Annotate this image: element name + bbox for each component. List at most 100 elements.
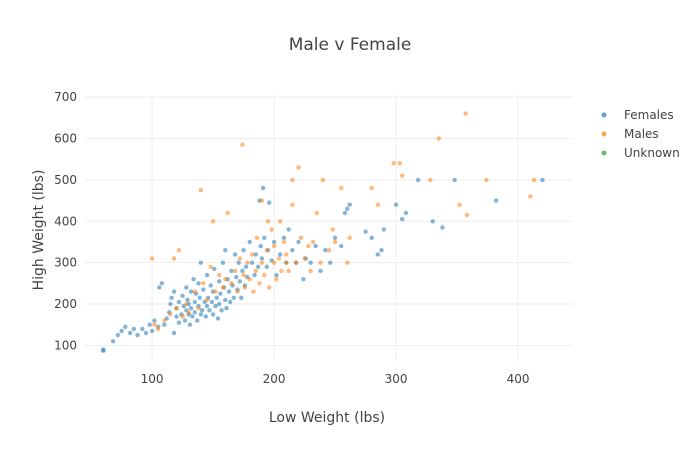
data-point xyxy=(203,314,208,319)
data-point xyxy=(347,235,352,240)
data-point xyxy=(540,177,545,183)
legend-marker xyxy=(601,150,607,156)
data-point xyxy=(269,227,274,232)
data-point xyxy=(339,185,344,191)
data-point xyxy=(157,285,162,290)
data-point xyxy=(159,281,165,286)
data-point xyxy=(318,268,323,274)
data-point xyxy=(198,188,204,193)
data-point xyxy=(188,289,194,294)
data-point xyxy=(393,202,399,207)
data-point xyxy=(123,324,128,329)
data-point xyxy=(247,239,252,245)
data-point xyxy=(201,287,206,292)
data-point xyxy=(254,235,260,240)
data-point xyxy=(259,198,265,203)
data-point xyxy=(264,264,269,269)
data-point xyxy=(196,281,201,286)
data-point xyxy=(286,227,291,232)
data-point xyxy=(403,210,409,216)
data-point xyxy=(256,264,261,269)
legend[interactable]: Females Males Unknown xyxy=(601,108,680,160)
data-point xyxy=(242,285,247,290)
data-point xyxy=(464,212,470,218)
y-tick-label: 500 xyxy=(54,173,77,187)
data-point xyxy=(169,295,174,300)
data-point xyxy=(220,260,226,265)
x-tick-label: 200 xyxy=(263,372,286,386)
data-point xyxy=(308,268,313,274)
data-point xyxy=(245,260,250,265)
data-point xyxy=(274,277,279,282)
data-point xyxy=(162,322,167,327)
data-point xyxy=(204,303,210,309)
data-point xyxy=(188,306,194,311)
data-point xyxy=(234,274,239,280)
legend-item-males[interactable]: Males xyxy=(601,127,659,141)
data-point xyxy=(201,281,206,286)
data-points xyxy=(101,111,545,353)
legend-item-unknown[interactable]: Unknown xyxy=(601,146,680,160)
data-point xyxy=(223,297,228,303)
data-point xyxy=(267,285,272,290)
data-point xyxy=(171,330,177,336)
data-point xyxy=(199,308,205,313)
data-point xyxy=(210,312,216,317)
data-point xyxy=(171,289,177,294)
data-point xyxy=(369,185,374,191)
data-point xyxy=(174,314,179,319)
data-point xyxy=(284,260,289,265)
data-point xyxy=(260,185,266,191)
legend-label: Females xyxy=(624,108,674,122)
data-point xyxy=(271,260,277,265)
data-point xyxy=(379,248,384,253)
data-point xyxy=(528,194,533,199)
data-point xyxy=(217,272,222,278)
y-tick-label: 700 xyxy=(54,90,77,104)
data-point xyxy=(259,256,265,261)
legend-label: Unknown xyxy=(624,146,680,160)
data-point xyxy=(436,136,441,141)
data-point xyxy=(240,142,245,147)
data-point xyxy=(290,202,295,207)
data-point xyxy=(143,330,149,336)
series-males xyxy=(149,111,537,332)
data-point xyxy=(302,256,307,261)
data-point xyxy=(190,314,195,319)
data-point xyxy=(127,330,133,336)
data-point xyxy=(531,177,537,183)
data-point xyxy=(251,289,256,294)
data-point xyxy=(391,161,396,166)
data-point xyxy=(306,243,311,249)
y-tick-label: 400 xyxy=(54,214,77,228)
data-point xyxy=(187,322,193,327)
data-point xyxy=(330,227,335,232)
data-point xyxy=(259,260,265,265)
data-point xyxy=(237,279,243,284)
data-point xyxy=(180,293,185,298)
data-point xyxy=(195,318,200,323)
data-point xyxy=(363,229,368,234)
grid xyxy=(85,95,573,362)
data-point xyxy=(228,299,233,305)
data-point xyxy=(119,328,124,334)
data-point xyxy=(262,272,267,278)
data-point xyxy=(239,295,244,300)
data-point xyxy=(345,260,350,265)
data-point xyxy=(232,252,238,257)
data-point xyxy=(375,252,380,257)
data-point xyxy=(243,264,249,269)
data-point xyxy=(115,332,121,338)
data-point xyxy=(296,165,301,170)
data-point xyxy=(375,202,380,207)
data-point xyxy=(225,210,230,216)
data-point xyxy=(236,260,241,265)
data-point xyxy=(149,256,155,261)
data-point xyxy=(247,277,252,282)
data-point xyxy=(191,277,196,282)
data-point xyxy=(229,268,234,274)
data-point xyxy=(314,210,319,216)
data-point xyxy=(463,111,468,116)
legend-item-females[interactable]: Females xyxy=(601,108,674,122)
